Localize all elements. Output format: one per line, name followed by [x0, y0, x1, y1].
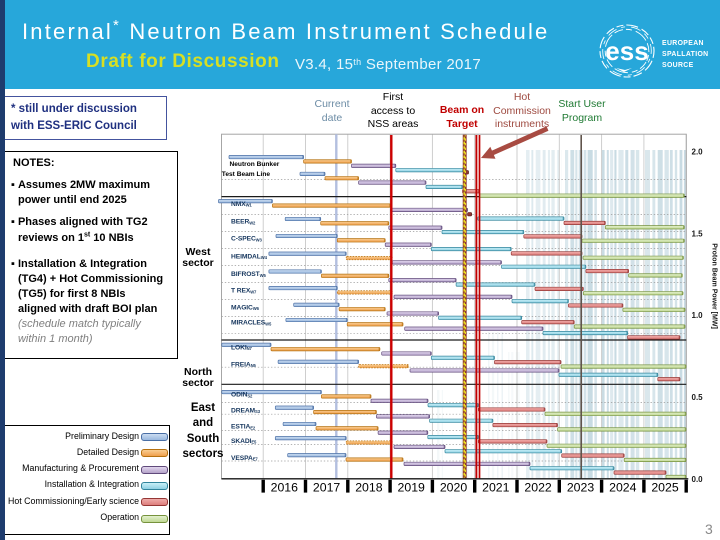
svg-text:EUROPEAN: EUROPEAN [662, 40, 704, 47]
svg-text:VESPAE7: VESPAE7 [231, 455, 258, 462]
svg-text:SKADIE5: SKADIE5 [231, 438, 257, 445]
svg-text:NMXW1: NMXW1 [231, 201, 252, 208]
svg-text:BIFROSTW5: BIFROSTW5 [231, 271, 267, 278]
svg-text:2023: 2023 [567, 481, 595, 495]
svg-text:2019: 2019 [398, 481, 426, 495]
svg-text:2018: 2018 [355, 481, 383, 495]
svg-text:DREAMS3: DREAMS3 [231, 407, 261, 414]
svg-text:HEIMDALW4: HEIMDALW4 [231, 253, 268, 260]
svg-text:1.0: 1.0 [692, 311, 704, 320]
svg-text:T REXW7: T REXW7 [231, 288, 257, 295]
svg-text:2017: 2017 [313, 481, 341, 495]
svg-text:SPALLATION: SPALLATION [662, 51, 709, 58]
svg-text:FREIAN5: FREIAN5 [231, 361, 257, 368]
svg-text:0.0: 0.0 [692, 475, 704, 484]
svg-text:LOKIN7: LOKIN7 [231, 344, 253, 351]
svg-text:ess: ess [605, 36, 648, 66]
svg-text:2016: 2016 [271, 481, 299, 495]
svg-text:SOURCE: SOURCE [662, 62, 694, 69]
svg-text:ESTIAE2: ESTIAE2 [231, 424, 256, 431]
svg-text:2025: 2025 [651, 481, 679, 495]
svg-text:MIRACLESW5: MIRACLESW5 [231, 320, 272, 327]
svg-text:0.5: 0.5 [692, 393, 704, 402]
svg-text:2021: 2021 [482, 481, 510, 495]
svg-text:Neutron Bunker: Neutron Bunker [230, 161, 280, 168]
svg-text:C-SPECW3: C-SPECW3 [231, 236, 263, 243]
svg-text:1.5: 1.5 [692, 230, 704, 239]
svg-text:Proton Beam Power [MW]: Proton Beam Power [MW] [711, 243, 718, 329]
svg-text:MAGICW6: MAGICW6 [231, 304, 260, 311]
svg-text:BEERW2: BEERW2 [231, 219, 256, 226]
svg-text:2020: 2020 [440, 481, 468, 495]
svg-text:Test Beam Line: Test Beam Line [222, 171, 271, 178]
svg-text:2024: 2024 [609, 481, 637, 495]
svg-text:ODINS2: ODINS2 [231, 392, 253, 399]
svg-text:2.0: 2.0 [692, 148, 704, 157]
svg-text:2022: 2022 [524, 481, 552, 495]
